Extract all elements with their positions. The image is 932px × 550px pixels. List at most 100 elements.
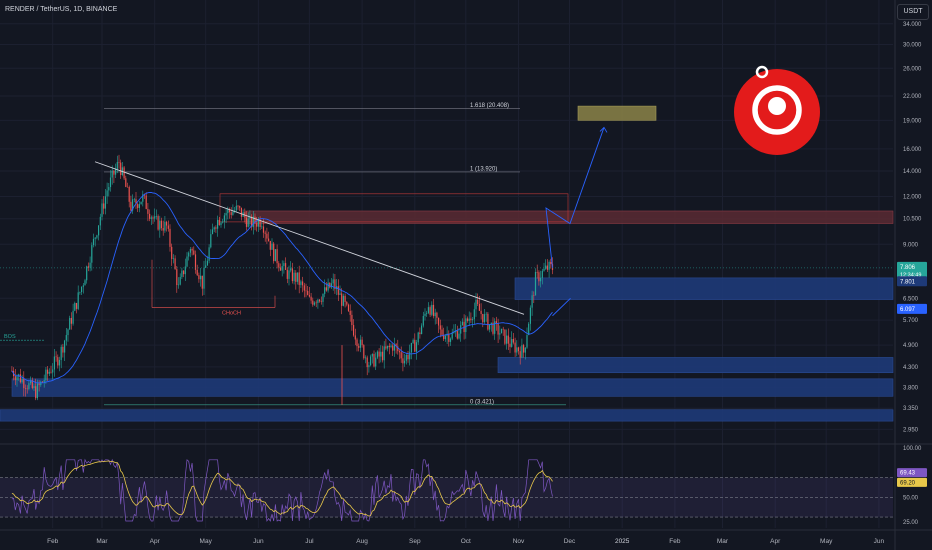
- candle-body: [322, 293, 324, 302]
- candle-body: [312, 300, 314, 305]
- moving-average: [11, 192, 571, 384]
- candle-body: [320, 301, 322, 302]
- candle-body: [370, 356, 372, 366]
- candle-body: [111, 170, 113, 178]
- candle-body: [183, 270, 185, 275]
- candle-body: [432, 304, 435, 317]
- candle-body: [177, 284, 180, 286]
- candle-body: [285, 263, 287, 270]
- candle-body: [317, 299, 319, 303]
- candle-body: [376, 351, 378, 358]
- candle-body: [67, 329, 69, 336]
- symbol-title: RENDER / TetherUS, 1D, BINANCE: [5, 6, 118, 13]
- candle-body: [86, 266, 88, 281]
- candle-body: [261, 226, 263, 228]
- candle-body: [23, 378, 25, 389]
- x-tick-label: Jun: [874, 538, 885, 545]
- candle-body: [397, 346, 399, 352]
- candle-body: [99, 216, 101, 226]
- candle-body: [140, 201, 142, 205]
- candle-body: [50, 371, 52, 373]
- x-tick-label: Mar: [717, 538, 729, 545]
- candle-body: [154, 216, 156, 219]
- candle-body: [16, 376, 18, 381]
- candle-body: [344, 295, 346, 302]
- y-tick-label: 12.000: [903, 195, 922, 201]
- candle-body: [490, 322, 492, 325]
- rsi-value-label: 69.43: [900, 471, 916, 477]
- candles: [11, 154, 554, 401]
- candle-body: [359, 339, 361, 348]
- candle-body: [409, 352, 411, 360]
- candle-body: [361, 339, 363, 346]
- candle-body: [517, 347, 520, 352]
- price-label-2: 7.801: [900, 280, 916, 286]
- demand-zone: [497, 357, 894, 374]
- candle-body: [103, 203, 105, 209]
- candle-body: [468, 318, 470, 321]
- candle-body: [120, 162, 122, 175]
- candle-body: [155, 216, 157, 217]
- candle-body: [128, 187, 130, 202]
- candle-body: [24, 388, 27, 389]
- y-tick-label: 22.000: [903, 94, 922, 100]
- candle-body: [339, 293, 341, 295]
- candle-body: [254, 216, 256, 224]
- candle-body: [516, 347, 518, 353]
- x-tick-label: Apr: [150, 538, 161, 545]
- x-tick-label: Dec: [564, 538, 576, 545]
- candle-body: [72, 310, 74, 324]
- candle-body: [540, 277, 542, 282]
- candle-body: [230, 212, 232, 215]
- candle-body: [334, 279, 336, 290]
- candle-body: [101, 203, 103, 217]
- candle-body: [174, 258, 176, 270]
- candle-body: [194, 254, 197, 270]
- candle-body: [351, 314, 353, 326]
- candle-body: [349, 310, 351, 315]
- rsi-tick-label: 100.00: [903, 446, 922, 452]
- candle-body: [466, 318, 469, 321]
- candle-body: [392, 345, 394, 351]
- candle-body: [240, 207, 242, 217]
- candle-body: [426, 312, 428, 314]
- y-tick-label: 3.800: [903, 385, 919, 391]
- candle-body: [47, 369, 49, 374]
- candle-body: [412, 339, 414, 343]
- candle-body: [393, 344, 395, 351]
- candle-body: [477, 299, 479, 305]
- candle-body: [463, 321, 465, 333]
- candle-body: [371, 353, 373, 357]
- candle-body: [26, 388, 28, 390]
- candle-body: [203, 267, 205, 289]
- candle-body: [296, 272, 299, 282]
- candle-body: [57, 357, 59, 366]
- candle-body: [290, 268, 292, 271]
- strong-high-box: [219, 193, 569, 223]
- candle-body: [125, 178, 127, 187]
- x-tick-label: Apr: [770, 538, 781, 545]
- candle-body: [220, 222, 222, 226]
- candle-body: [407, 354, 409, 360]
- candle-body: [385, 346, 387, 349]
- currency-button[interactable]: USDT: [897, 4, 929, 20]
- x-tick-label: 2025: [615, 538, 630, 545]
- candle-body: [536, 271, 538, 273]
- candle-body: [252, 216, 254, 228]
- candle-body: [307, 290, 309, 295]
- candle-body: [211, 229, 214, 235]
- target-zone: [577, 105, 657, 121]
- candle-body: [424, 313, 426, 316]
- candle-body: [472, 319, 474, 321]
- candle-body: [381, 351, 384, 361]
- candle-body: [364, 357, 367, 359]
- candle-body: [473, 309, 475, 320]
- candle-body: [53, 356, 55, 370]
- candle-body: [171, 246, 173, 259]
- x-tick-label: Jun: [253, 538, 264, 545]
- candle-body: [64, 340, 66, 353]
- candle-body: [434, 312, 436, 317]
- candle-body: [79, 292, 81, 293]
